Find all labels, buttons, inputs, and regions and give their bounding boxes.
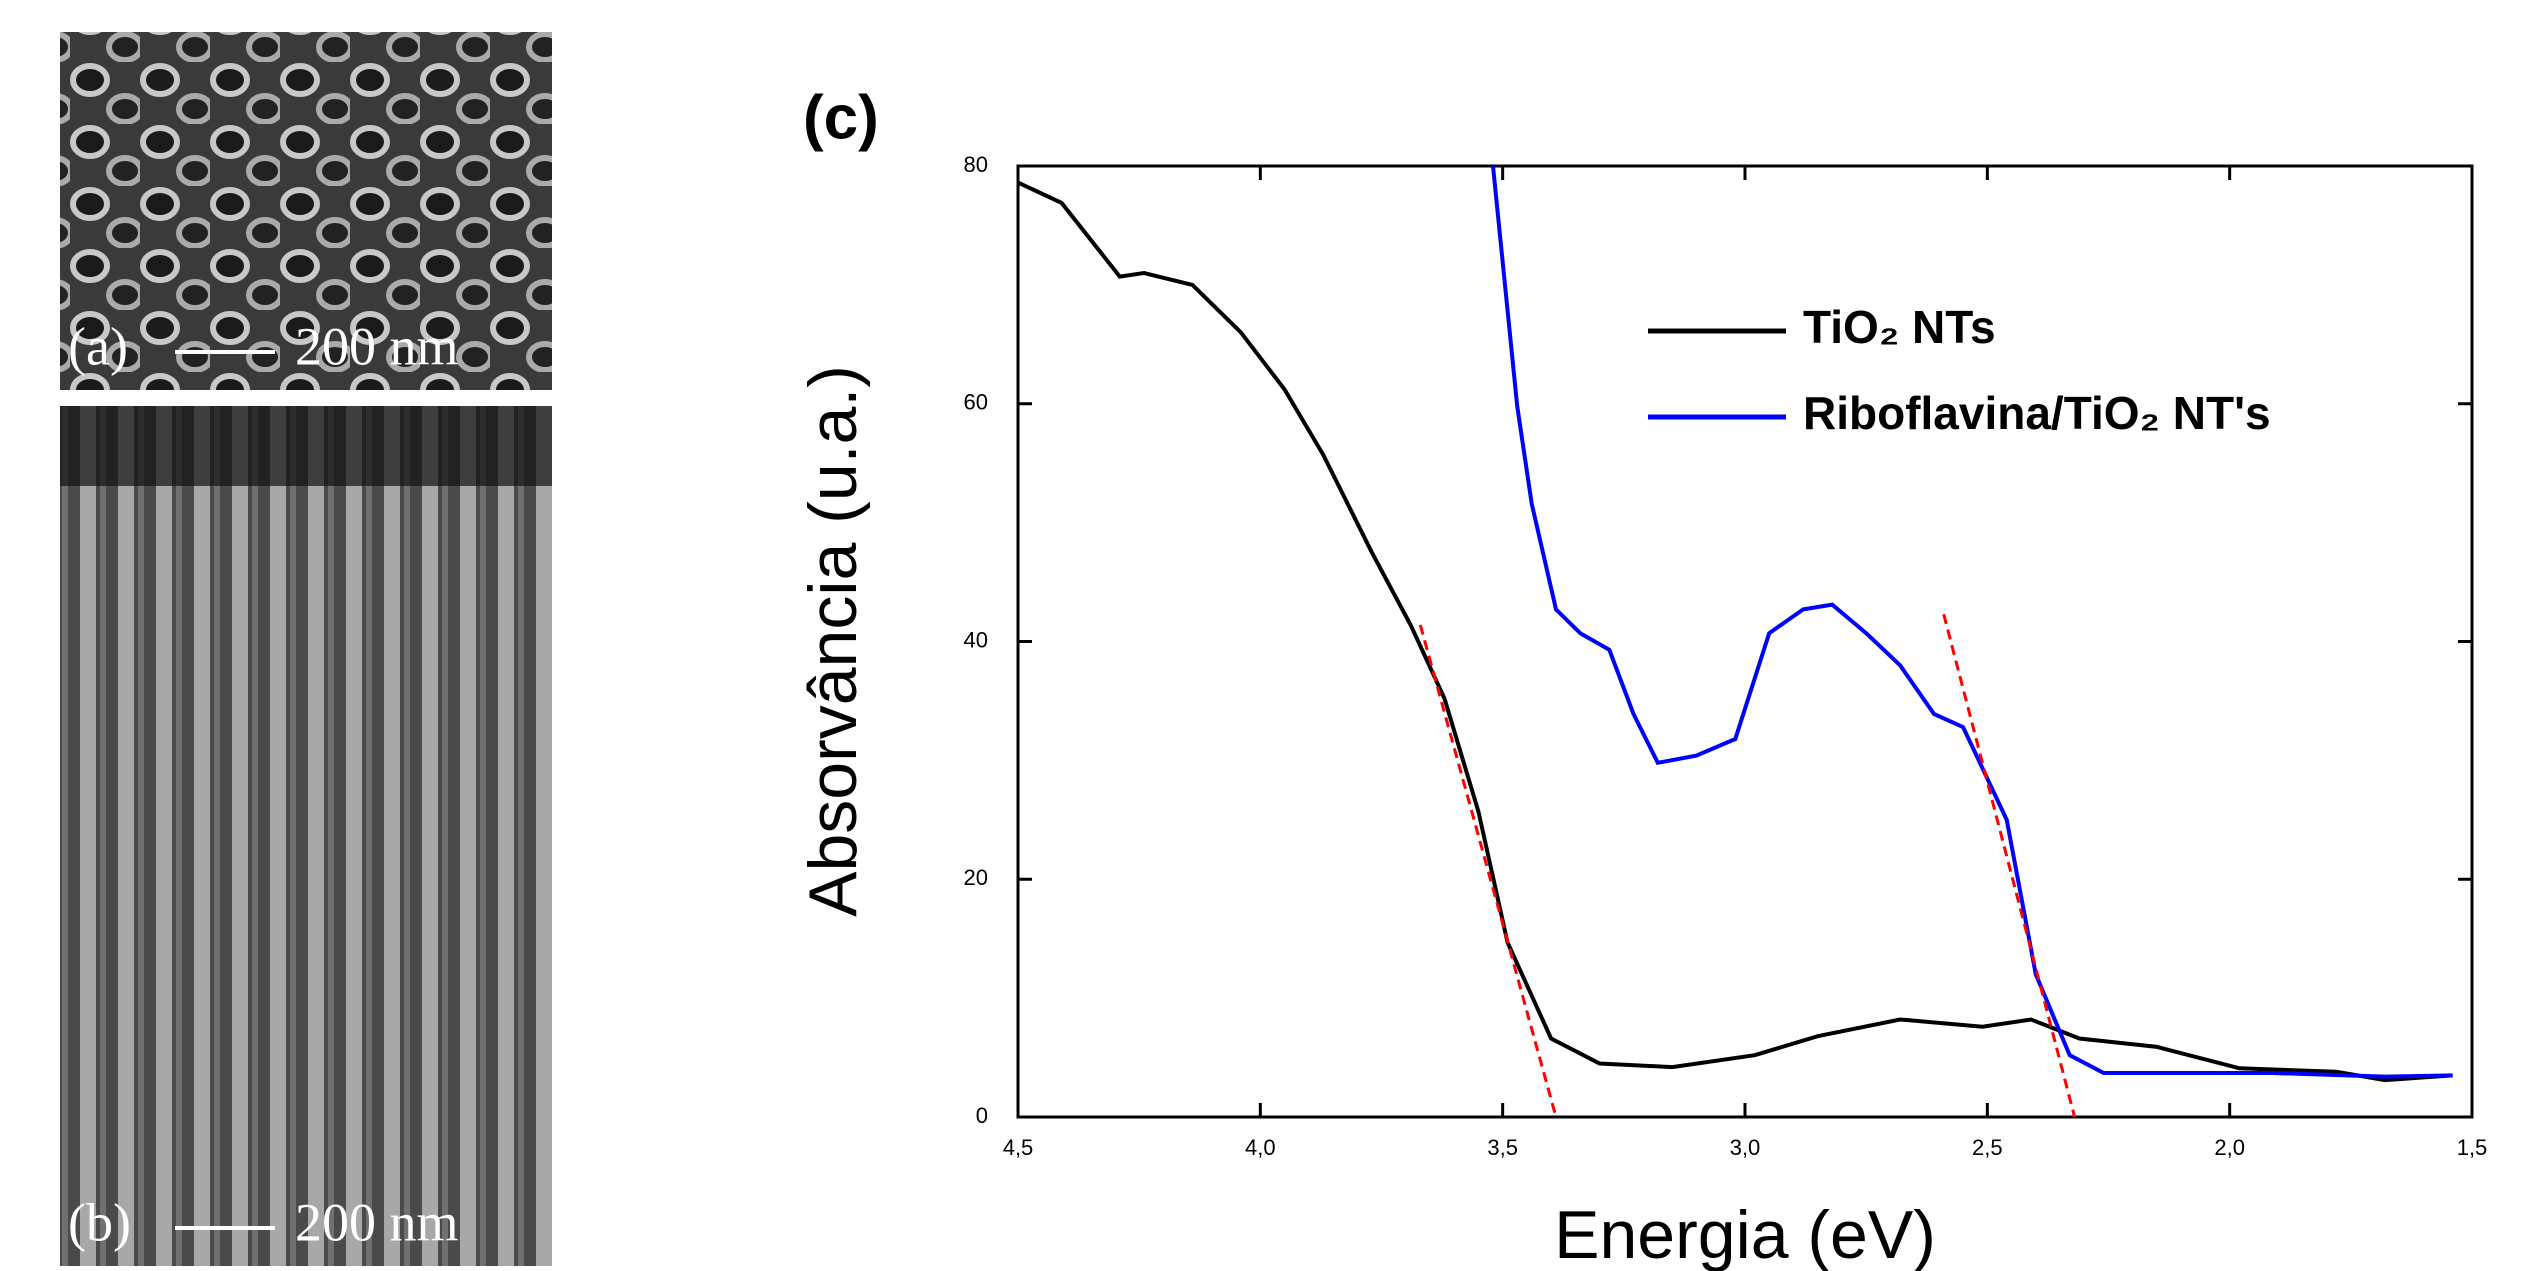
tangent-line xyxy=(1418,624,1558,1117)
y-tick-label: 20 xyxy=(964,865,988,890)
y-tick-label: 40 xyxy=(964,627,988,652)
sem-image xyxy=(60,406,552,1266)
y-axis-label: Absorvância (u.a.) xyxy=(795,365,871,917)
sem-image xyxy=(60,32,552,390)
x-tick-label: 2,5 xyxy=(1972,1135,2003,1160)
x-axis-label: Energia (eV) xyxy=(1554,1197,1936,1271)
y-tick-label: 80 xyxy=(964,152,988,177)
x-tick-label: 3,0 xyxy=(1730,1135,1761,1160)
data-line xyxy=(1018,180,2453,1083)
x-tick-label: 1,5 xyxy=(2457,1135,2488,1160)
data-line xyxy=(1491,166,2453,1079)
panel-letter: (b) xyxy=(68,1192,131,1252)
sem-panel-b: (b) 200 nm xyxy=(60,406,552,1266)
x-tick-label: 4,0 xyxy=(1245,1135,1276,1160)
y-tick-label: 60 xyxy=(964,390,988,415)
y-tick-label: 0 xyxy=(976,1103,988,1128)
plot-frame xyxy=(1016,164,2474,1119)
legend-label: Riboflavina/TiO₂ NT's xyxy=(1803,387,2271,439)
legend-label: TiO₂ NTs xyxy=(1803,301,1996,353)
scale-label: 200 nm xyxy=(295,1192,459,1252)
panel-label: (c) xyxy=(803,83,879,152)
panel-letter: (a) xyxy=(68,316,128,376)
x-tick-label: 3,5 xyxy=(1487,1135,1518,1160)
scale-label: 200 nm xyxy=(295,316,459,376)
x-tick-label: 4,5 xyxy=(1003,1135,1034,1160)
sem-panel-a: (a) 200 nm xyxy=(60,32,552,390)
tangent-line xyxy=(1942,613,2077,1117)
sem-image-top xyxy=(60,406,552,486)
x-tick-label: 2,0 xyxy=(2214,1135,2245,1160)
